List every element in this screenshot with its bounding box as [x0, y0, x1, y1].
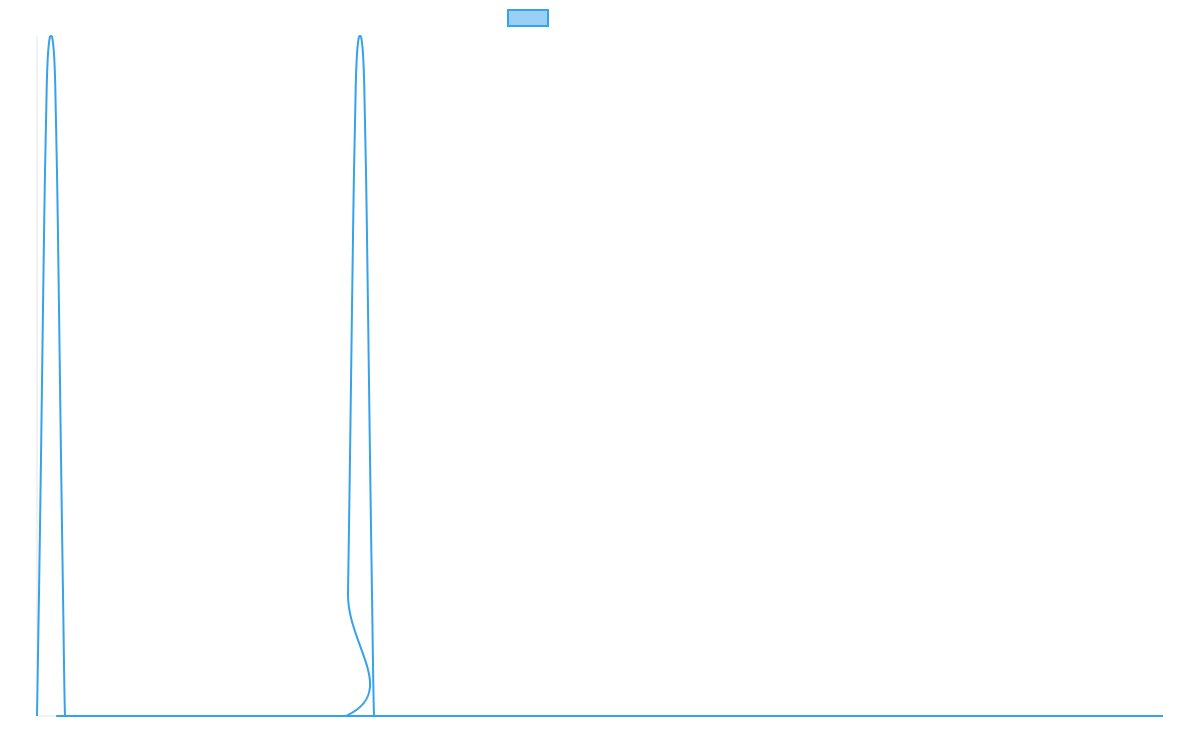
series-layer — [36, 35, 1163, 718]
legend-swatch[interactable] — [507, 9, 549, 27]
axes — [36, 36, 1163, 717]
legend — [507, 9, 549, 27]
series-line[interactable] — [36, 35, 1163, 718]
